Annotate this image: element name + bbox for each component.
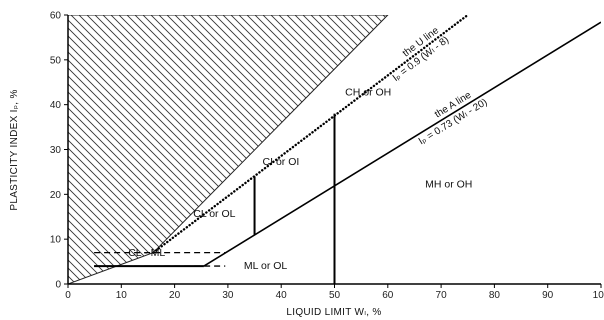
y-ticks: 0 10 20 30 40 50 60	[50, 11, 68, 291]
x-tick-label: 80	[489, 290, 501, 301]
y-tick-label: 10	[50, 235, 62, 246]
y-tick-label: 30	[50, 145, 62, 156]
zone-labels: CH or OH CI or OI CL or OL CL - ML ML or OL M…	[128, 87, 472, 272]
x-tick-label: 20	[169, 290, 181, 301]
x-tick-label: 0	[65, 290, 71, 301]
x-tick-label: 30	[222, 290, 234, 301]
zone-label: ML or OL	[244, 260, 288, 272]
x-tick-label: 70	[436, 290, 448, 301]
zone-label: CH or OH	[345, 87, 391, 99]
series-layer	[152, 15, 601, 267]
x-tick-label: 100	[593, 290, 604, 301]
zone-label: CI or OI	[263, 156, 300, 168]
y-tick-label: 0	[55, 280, 61, 291]
y-axis-title: PLASTICITY INDEX Iₚ, %	[9, 89, 20, 210]
plot-area	[68, 15, 601, 284]
u-line	[152, 15, 469, 254]
y-tick-label: 20	[50, 190, 62, 201]
x-tick-label: 90	[542, 290, 554, 301]
y-tick-label: 50	[50, 55, 62, 66]
x-axis-title: LIQUID LIMIT Wₗ, %	[286, 307, 381, 318]
y-tick-label: 40	[50, 100, 62, 111]
y-tick-label: 60	[50, 11, 62, 22]
a-line	[203, 21, 601, 267]
boundary-layer	[94, 113, 336, 284]
x-tick-label: 10	[116, 290, 128, 301]
axes: 0 10 20 30 40 50 60 70 80 90 100 0 10 20 30 40 50 60	[50, 11, 604, 302]
zone-label: CL or OL	[193, 208, 235, 220]
x-ticks: 0 10 20 30 40 50 60 70 80 90 100	[65, 284, 604, 301]
x-tick-label: 50	[329, 290, 341, 301]
x-tick-label: 60	[382, 290, 394, 301]
zone-label: CL - ML	[128, 247, 165, 259]
x-tick-label: 40	[276, 290, 288, 301]
zone-label: MH or OH	[425, 179, 472, 191]
hatched-region	[68, 15, 389, 284]
